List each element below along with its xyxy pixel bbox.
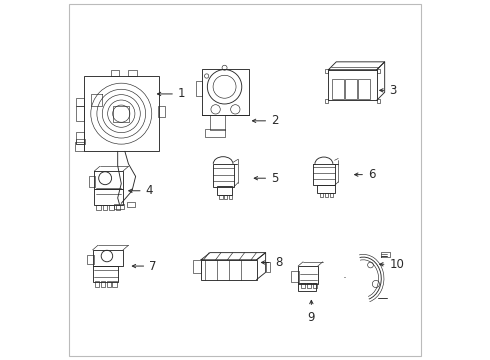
Bar <box>313 283 318 288</box>
Bar <box>332 79 344 99</box>
Text: 3: 3 <box>390 84 397 97</box>
Bar <box>128 69 137 76</box>
Bar <box>319 193 323 197</box>
Bar <box>205 129 224 137</box>
Text: 1: 1 <box>178 87 185 100</box>
Text: 10: 10 <box>390 258 404 271</box>
Bar <box>201 260 257 279</box>
Bar <box>300 283 305 288</box>
Bar <box>228 195 232 199</box>
Bar <box>112 282 117 287</box>
Text: 7: 7 <box>149 260 157 273</box>
Bar <box>96 205 101 211</box>
Bar <box>377 99 380 103</box>
Bar <box>298 266 318 284</box>
Bar <box>330 193 333 197</box>
Text: 6: 6 <box>368 168 375 181</box>
Text: 2: 2 <box>271 114 279 127</box>
Bar <box>317 185 335 193</box>
Bar <box>358 79 369 99</box>
Bar <box>193 260 201 273</box>
Bar <box>377 69 380 73</box>
Bar <box>298 283 316 291</box>
Bar <box>95 282 99 287</box>
Bar <box>102 205 107 211</box>
Bar <box>328 70 377 100</box>
Bar <box>126 202 135 207</box>
Bar <box>114 204 124 210</box>
Bar <box>107 282 111 287</box>
Bar <box>325 69 328 73</box>
Bar <box>224 195 227 199</box>
Bar <box>325 99 328 103</box>
Bar <box>324 193 328 197</box>
Bar <box>116 205 120 211</box>
Bar <box>87 255 94 264</box>
Bar <box>101 282 105 287</box>
Bar <box>76 107 84 121</box>
Bar <box>84 76 159 151</box>
Bar <box>313 164 335 185</box>
Bar <box>109 205 114 211</box>
Bar <box>95 189 123 205</box>
Bar <box>218 186 232 195</box>
Bar <box>89 176 96 187</box>
Bar <box>266 262 270 273</box>
Bar <box>291 271 299 282</box>
Text: 8: 8 <box>275 256 282 269</box>
Bar <box>219 195 223 199</box>
Bar <box>93 266 119 282</box>
Bar <box>111 69 120 76</box>
Bar <box>307 283 311 288</box>
Bar <box>113 106 129 122</box>
Bar <box>158 107 165 117</box>
Bar <box>345 79 357 99</box>
Bar <box>76 98 84 107</box>
Text: 5: 5 <box>271 172 278 185</box>
Bar <box>76 139 85 144</box>
Text: 4: 4 <box>146 184 153 197</box>
Bar <box>213 164 234 187</box>
Text: 9: 9 <box>308 311 315 324</box>
